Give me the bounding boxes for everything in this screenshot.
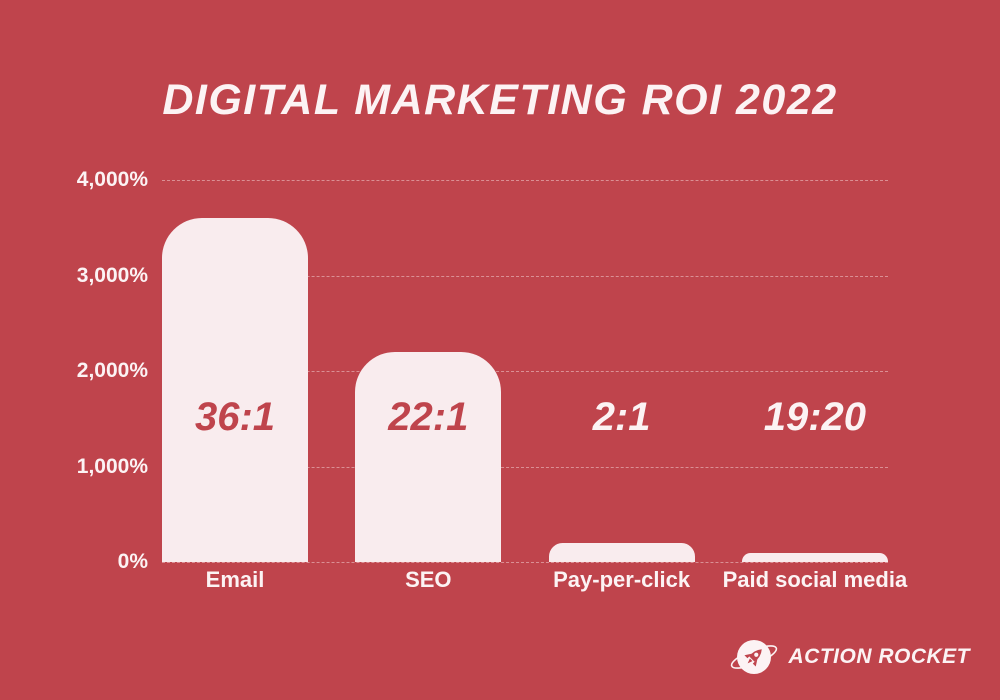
brand-name: ACTION ROCKET bbox=[788, 645, 970, 668]
bar-seo bbox=[355, 351, 502, 562]
rocket-icon bbox=[730, 640, 777, 674]
category-label-paid-social-media: Paid social media bbox=[722, 567, 908, 592]
category-label-seo: SEO bbox=[405, 567, 452, 592]
category-label-pay-per-click: Pay-per-click bbox=[553, 567, 691, 592]
y-axis-tick-4000: 4,000% bbox=[76, 168, 148, 191]
brand-logo: ACTION ROCKET bbox=[727, 634, 971, 680]
bar-email bbox=[162, 218, 308, 562]
ratio-label-seo: 22:1 bbox=[388, 395, 469, 439]
gridline-1000 bbox=[162, 466, 888, 468]
ratio-label-email: 36:1 bbox=[194, 395, 276, 439]
gridline-2000 bbox=[162, 371, 888, 372]
ratio-label-paid-social-media: 19:20 bbox=[763, 395, 867, 439]
ratio-label-pay-per-click: 2:1 bbox=[592, 395, 651, 439]
gridline-3000 bbox=[162, 275, 888, 277]
bar-paid-social-media bbox=[741, 552, 888, 562]
category-label-email: Email bbox=[205, 567, 265, 592]
y-axis-tick-0: 0% bbox=[117, 550, 148, 573]
y-axis-tick-1000: 1,000% bbox=[76, 454, 148, 478]
gridline-4000 bbox=[162, 180, 888, 181]
y-axis-tick-2000: 2,000% bbox=[76, 359, 148, 382]
gridline-0 bbox=[162, 562, 888, 563]
bar-pay-per-click bbox=[548, 542, 695, 562]
y-axis-tick-3000: 3,000% bbox=[76, 263, 148, 287]
chart-title: DIGITAL MARKETING ROI 2022 bbox=[162, 76, 838, 124]
